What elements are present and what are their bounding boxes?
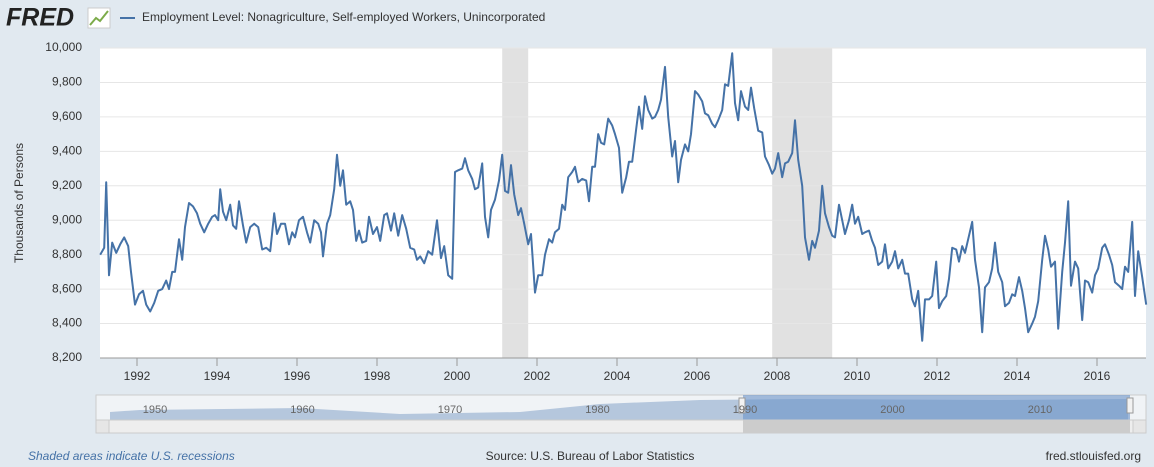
plot-area xyxy=(100,48,1146,358)
y-tick-label: 8,800 xyxy=(52,247,82,261)
x-tick-label: 1992 xyxy=(124,369,151,383)
legend-label: Employment Level: Nonagriculture, Self-e… xyxy=(142,10,545,24)
url[interactable]: fred.stlouisfed.org xyxy=(1046,449,1141,463)
x-tick-label: 2006 xyxy=(684,369,711,383)
x-tick-label: 1998 xyxy=(364,369,391,383)
x-tick-label: 1996 xyxy=(284,369,311,383)
y-tick-label: 8,400 xyxy=(52,316,82,330)
y-tick-label: 10,000 xyxy=(45,40,82,54)
source: Source: U.S. Bureau of Labor Statistics xyxy=(486,449,695,463)
navigator-label: 1970 xyxy=(438,404,462,416)
recession-note: Shaded areas indicate U.S. recessions xyxy=(28,449,235,463)
navigator-label: 2000 xyxy=(880,404,904,416)
x-tick-label: 1994 xyxy=(204,369,231,383)
navigator-label: 2010 xyxy=(1028,404,1052,416)
x-tick-label: 2002 xyxy=(524,369,551,383)
y-tick-label: 9,400 xyxy=(52,144,82,158)
x-tick-label: 2004 xyxy=(604,369,631,383)
navigator-label: 1950 xyxy=(143,404,167,416)
y-tick-label: 8,600 xyxy=(52,281,82,295)
series-line xyxy=(99,52,1148,342)
y-tick-label: 9,000 xyxy=(52,212,82,226)
x-tick-label: 2000 xyxy=(444,369,471,383)
x-tick-label: 2014 xyxy=(1004,369,1031,383)
y-tick-label: 9,800 xyxy=(52,75,82,89)
x-tick-label: 2010 xyxy=(844,369,871,383)
y-axis-label: Thousands of Persons xyxy=(12,143,26,263)
navigator-label: 1990 xyxy=(733,404,757,416)
x-tick-label: 2012 xyxy=(924,369,951,383)
y-tick-label: 8,200 xyxy=(52,350,82,364)
logo: FRED xyxy=(6,4,74,32)
x-tick-label: 2008 xyxy=(764,369,791,383)
navigator-label: 1960 xyxy=(290,404,314,416)
navigator-label: 1980 xyxy=(585,404,609,416)
navigator xyxy=(95,394,1147,434)
logo-icon xyxy=(87,7,111,29)
x-tick-label: 2016 xyxy=(1084,369,1111,383)
y-tick-label: 9,200 xyxy=(52,178,82,192)
y-tick-label: 9,600 xyxy=(52,109,82,123)
